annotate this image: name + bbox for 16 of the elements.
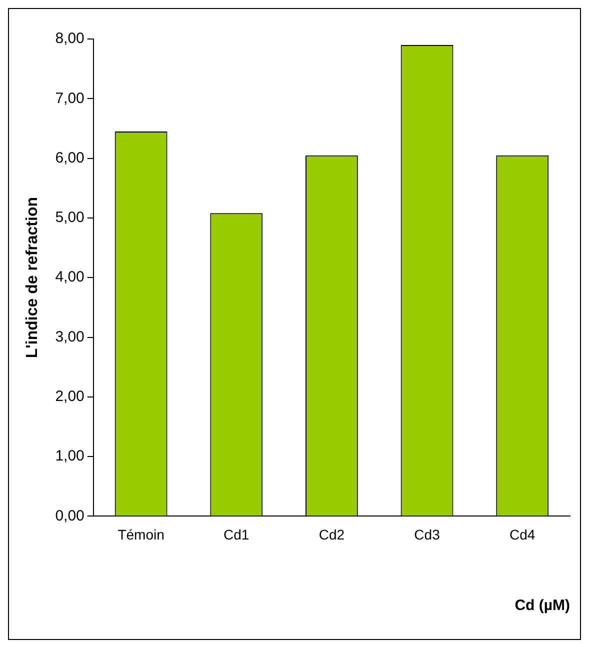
x-tick-label: Cd2 bbox=[318, 526, 345, 542]
y-tick-label: 3,00 bbox=[55, 328, 84, 346]
x-tick-label: Cd3 bbox=[414, 526, 440, 542]
x-axis-title: Cd (µM) bbox=[514, 597, 570, 614]
y-tick-label: 7,00 bbox=[55, 90, 84, 107]
y-tick-label: 8,00 bbox=[55, 30, 84, 48]
y-tick-label: 5,00 bbox=[55, 209, 84, 226]
y-tick-label: 2,00 bbox=[55, 388, 84, 406]
y-tick-label: 4,00 bbox=[55, 268, 84, 286]
y-tick-label: 6,00 bbox=[55, 149, 84, 166]
x-tick-label: Cd1 bbox=[224, 526, 250, 542]
x-tick-label: Témoin bbox=[118, 526, 164, 542]
y-tick-label: 0,00 bbox=[55, 507, 84, 524]
y-tick-label: 1,00 bbox=[55, 448, 84, 465]
y-axis-title: L'indice de refraction bbox=[24, 197, 42, 358]
x-tick-label: Cd4 bbox=[509, 526, 536, 542]
